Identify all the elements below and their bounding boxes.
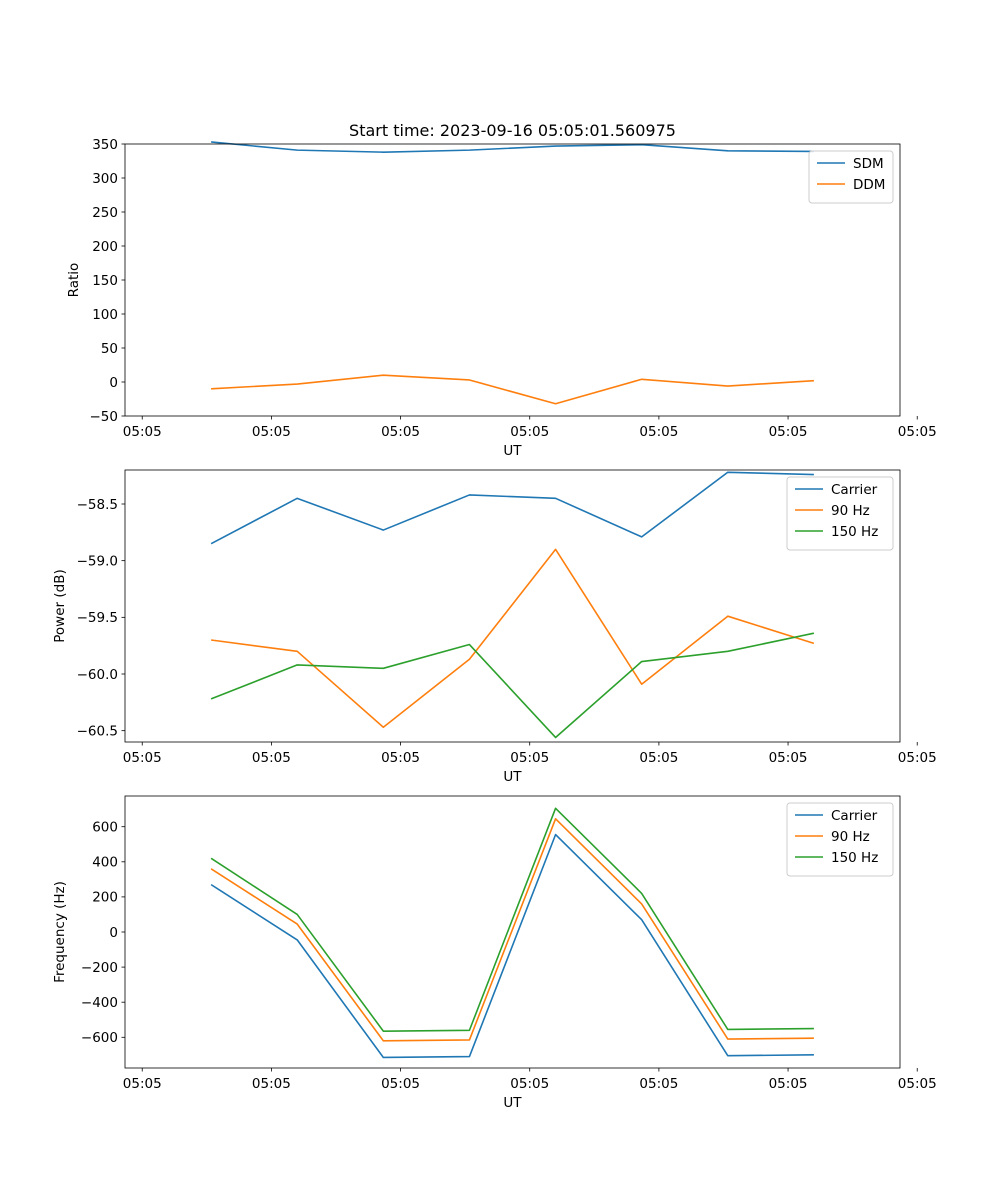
ratio-y-tick-label: 250: [92, 205, 118, 221]
chart-title: Start time: 2023-09-16 05:05:01.560975: [349, 121, 676, 140]
frequency-y-tick-label: −400: [81, 995, 118, 1011]
ratio-y-tick-label: −50: [90, 409, 119, 425]
ratio-legend-label-sdm: SDM: [853, 156, 884, 172]
ratio-x-tick-label: 05:05: [123, 424, 162, 440]
ratio-x-tick-label: 05:05: [769, 424, 808, 440]
frequency-legend-label-150-hz: 150 Hz: [831, 850, 878, 866]
power-x-tick-label: 05:05: [639, 750, 678, 766]
frequency-legend-label-90-hz: 90 Hz: [831, 829, 870, 845]
frequency-x-tick-label: 05:05: [123, 1076, 162, 1092]
frequency-y-tick-label: −600: [81, 1030, 118, 1046]
power-series-150-hz-line: [210, 632, 815, 739]
frequency-series-carrier-line: [210, 833, 814, 1059]
ratio-series-ddm-line: [211, 374, 814, 405]
ratio-y-axis-label: Ratio: [66, 263, 82, 298]
power-y-axis-label: Power (dB): [52, 569, 68, 642]
power-y-tick-label: −60.5: [77, 723, 118, 739]
power-y-tick-label: −59.0: [77, 553, 118, 569]
frequency-x-tick-label: 05:05: [381, 1076, 420, 1092]
ratio-x-tick-label: 05:05: [252, 424, 291, 440]
power-y-tick-label: −58.5: [77, 497, 118, 513]
frequency-y-tick-label: −200: [81, 960, 118, 976]
ratio-x-tick-label: 05:05: [510, 424, 549, 440]
ratio-series-sdm-line: [211, 141, 814, 153]
power-legend-label-carrier: Carrier: [831, 482, 878, 498]
power-x-tick-label: 05:05: [769, 750, 808, 766]
frequency-y-tick-label: 200: [92, 890, 118, 906]
frequency-panel: 05:05 05:05 05:05 05:05 05:05 05:05 05:05 −600 −…: [52, 795, 937, 1111]
ratio-y-tick-label: 200: [92, 239, 118, 255]
power-x-axis-label: UT: [503, 769, 522, 785]
ratio-y-tick-label: 100: [92, 307, 118, 323]
power-legend-label-90-hz: 90 Hz: [831, 503, 870, 519]
frequency-legend-label-carrier: Carrier: [831, 808, 878, 824]
frequency-x-tick-label: 05:05: [769, 1076, 808, 1092]
ratio-y-tick-label: 300: [92, 171, 118, 187]
power-x-tick-label: 05:05: [252, 750, 291, 766]
frequency-x-tick-label: 05:05: [510, 1076, 549, 1092]
frequency-series-90-hz-line: [210, 818, 814, 1042]
frequency-y-tick-label: 400: [92, 855, 118, 871]
power-axes-frame: [124, 469, 901, 743]
frequency-x-tick-label: 05:05: [252, 1076, 291, 1092]
frequency-axes-frame: [124, 795, 901, 1069]
power-x-tick-label: 05:05: [123, 750, 162, 766]
ratio-legend-label-ddm: DDM: [853, 177, 885, 193]
ratio-x-tick-label: 05:05: [639, 424, 678, 440]
power-y-tick-label: −60.0: [77, 667, 118, 683]
ratio-x-tick-label: 05:05: [898, 424, 937, 440]
frequency-series-150-hz-line: [210, 807, 814, 1032]
frequency-x-tick-label: 05:05: [898, 1076, 937, 1092]
power-series-carrier-line: [210, 471, 814, 545]
frequency-y-tick-label: 0: [109, 925, 118, 941]
power-y-tick-label: −59.5: [77, 610, 118, 626]
ratio-y-tick-label: 50: [101, 341, 118, 357]
ratio-y-tick-label: 350: [92, 137, 118, 153]
ratio-axes-frame: [124, 143, 901, 417]
frequency-y-tick-label: 600: [92, 820, 118, 836]
power-x-tick-label: 05:05: [898, 750, 937, 766]
power-x-tick-label: 05:05: [381, 750, 420, 766]
ratio-y-tick-label: 150: [92, 273, 118, 289]
ratio-x-axis-label: UT: [503, 443, 522, 459]
ratio-legend-box: [808, 150, 894, 204]
ratio-x-tick-label: 05:05: [381, 424, 420, 440]
power-panel: 05:05 05:05 05:05 05:05 05:05 05:05 05:05 −60.5…: [52, 469, 937, 785]
ratio-y-tick-label: 0: [109, 375, 118, 391]
power-legend-label-150-hz: 150 Hz: [831, 524, 878, 540]
frequency-x-tick-label: 05:05: [639, 1076, 678, 1092]
frequency-y-axis-label: Frequency (Hz): [52, 881, 68, 983]
power-series-90-hz-line: [211, 548, 815, 729]
power-x-tick-label: 05:05: [510, 750, 549, 766]
frequency-x-axis-label: UT: [503, 1095, 522, 1111]
ratio-panel: 05:05 05:05 05:05 05:05 05:05 05:05 05:05−5005…: [66, 121, 937, 459]
